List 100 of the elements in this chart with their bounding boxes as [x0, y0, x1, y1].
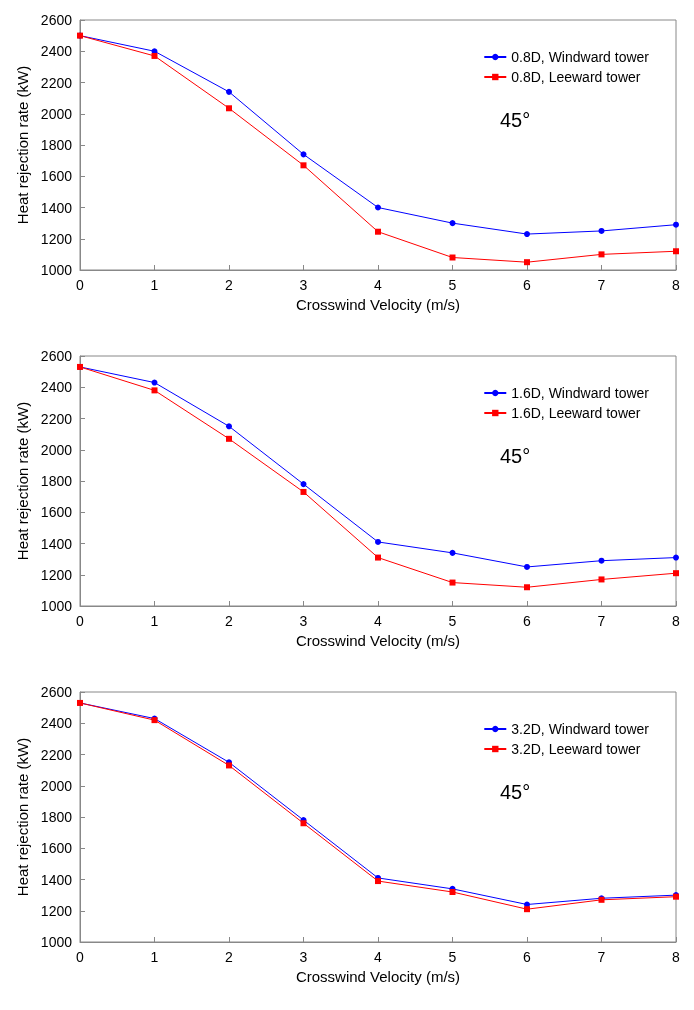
- y-tick-label: 2000: [40, 441, 73, 458]
- y-tick-label: 1600: [40, 504, 73, 521]
- point: [375, 228, 381, 235]
- y-tick-label: 2200: [40, 746, 73, 763]
- point: [673, 248, 679, 255]
- y-tick-label: 2400: [40, 715, 73, 732]
- x-tick-label: 4: [374, 949, 383, 965]
- x-tick-label: 5: [448, 277, 457, 293]
- x-tick-label: 5: [448, 613, 457, 629]
- legend-label: 3.2D, Leeward tower: [511, 741, 641, 757]
- y-tick-label: 2600: [40, 684, 73, 700]
- legend-label: 3.2D, Windward tower: [511, 721, 650, 737]
- point: [449, 889, 456, 895]
- point: [226, 435, 232, 442]
- y-tick-label: 1600: [40, 840, 73, 857]
- point: [151, 52, 158, 59]
- x-axis-title: Crosswind Velocity (m/s): [295, 967, 461, 985]
- point: [598, 576, 605, 583]
- x-tick-label: 8: [672, 949, 681, 965]
- x-tick-label: 7: [597, 949, 606, 965]
- point: [524, 584, 530, 591]
- y-tick-label: 2000: [40, 777, 73, 794]
- point: [673, 570, 679, 577]
- legend-label: 0.8D, Windward tower: [511, 49, 650, 65]
- y-tick-label: 2600: [40, 348, 73, 364]
- point: [449, 579, 456, 586]
- y-tick-label: 1800: [40, 473, 73, 489]
- y-tick-label: 1200: [40, 230, 73, 247]
- point: [524, 259, 530, 266]
- point: [151, 379, 158, 386]
- x-tick-label: 0: [76, 613, 85, 629]
- x-tick-label: 6: [523, 277, 532, 293]
- y-tick-label: 1000: [40, 598, 73, 614]
- point: [673, 554, 679, 561]
- y-tick-label: 1200: [40, 902, 73, 919]
- legend-label: 1.6D, Windward tower: [511, 385, 650, 401]
- legend-label: 1.6D, Leeward tower: [511, 405, 641, 421]
- x-tick-label: 1: [150, 277, 159, 293]
- point: [598, 251, 605, 258]
- point: [375, 538, 381, 545]
- y-tick-label: 1800: [40, 137, 73, 153]
- y-tick-label: 2000: [40, 105, 73, 122]
- point: [598, 227, 605, 234]
- y-tick-label: 2200: [40, 74, 73, 91]
- point: [300, 162, 307, 169]
- point: [226, 88, 232, 95]
- point: [226, 423, 232, 430]
- x-axis-title: Crosswind Velocity (m/s): [295, 631, 461, 649]
- annotation: 45°: [500, 445, 531, 467]
- y-tick-label: 2200: [40, 410, 73, 427]
- y-tick-label: 2400: [40, 379, 73, 396]
- x-tick-label: 4: [374, 613, 383, 629]
- point: [673, 221, 679, 228]
- y-axis-title: Heat rejection rate (kW): [13, 65, 31, 225]
- x-tick-label: 0: [76, 949, 85, 965]
- x-tick-label: 0: [76, 277, 85, 293]
- y-tick-label: 1400: [40, 871, 73, 888]
- point: [524, 906, 530, 913]
- x-tick-label: 7: [597, 277, 606, 293]
- point: [449, 254, 456, 261]
- x-tick-label: 4: [374, 277, 383, 293]
- x-tick-label: 3: [299, 277, 308, 293]
- x-tick-label: 3: [299, 613, 308, 629]
- point: [226, 105, 232, 112]
- x-tick-label: 2: [225, 277, 234, 293]
- y-tick-label: 1400: [40, 199, 73, 216]
- point: [375, 204, 381, 211]
- point: [300, 481, 307, 488]
- point: [151, 387, 158, 394]
- x-tick-label: 8: [672, 277, 681, 293]
- point: [375, 878, 381, 885]
- annotation: 45°: [500, 109, 531, 131]
- x-tick-label: 7: [597, 613, 606, 629]
- y-tick-label: 2400: [40, 43, 73, 60]
- point: [300, 488, 307, 495]
- x-tick-label: 1: [150, 613, 159, 629]
- point: [375, 554, 381, 561]
- point: [524, 563, 530, 570]
- x-tick-label: 3: [299, 949, 308, 965]
- x-tick-label: 6: [523, 949, 532, 965]
- y-axis-title: Heat rejection rate (kW): [13, 737, 31, 897]
- x-axis-title: Crosswind Velocity (m/s): [295, 295, 461, 313]
- y-tick-label: 1000: [40, 262, 73, 278]
- point: [449, 220, 456, 227]
- point: [524, 231, 530, 238]
- x-tick-label: 6: [523, 613, 532, 629]
- y-tick-label: 1800: [40, 809, 73, 825]
- x-tick-label: 1: [150, 949, 159, 965]
- y-tick-label: 1000: [40, 934, 73, 950]
- point: [449, 549, 456, 556]
- y-tick-label: 1400: [40, 535, 73, 552]
- x-tick-label: 2: [225, 949, 234, 965]
- x-tick-label: 2: [225, 613, 234, 629]
- y-axis-title: Heat rejection rate (kW): [13, 401, 31, 561]
- annotation: 45°: [500, 781, 531, 803]
- y-tick-label: 2600: [40, 12, 73, 28]
- y-tick-label: 1600: [40, 168, 73, 185]
- x-tick-label: 5: [448, 949, 457, 965]
- y-tick-label: 1200: [40, 566, 73, 583]
- legend-label: 0.8D, Leeward tower: [511, 69, 641, 85]
